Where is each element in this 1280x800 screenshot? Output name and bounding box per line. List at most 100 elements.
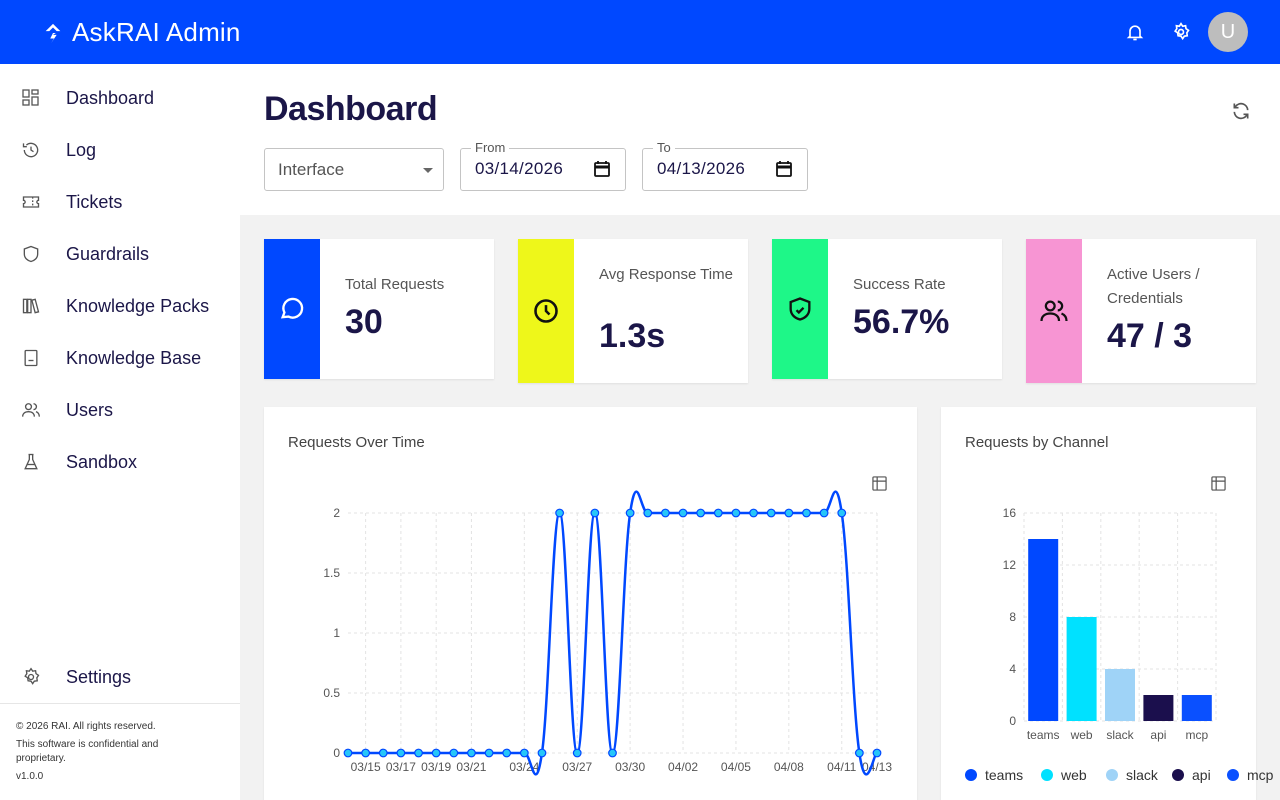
stat-title: Total Requests <box>345 276 445 293</box>
x-tick-label: 03/21 <box>456 760 486 774</box>
data-point <box>802 508 811 518</box>
notifications-bell-icon[interactable] <box>1123 20 1147 44</box>
ticket-icon <box>21 192 41 212</box>
x-tick-label: 04/11 <box>827 760 856 774</box>
clock-icon <box>534 299 558 323</box>
sidebar-item-settings[interactable]: Settings <box>0 651 240 703</box>
data-point <box>696 508 706 518</box>
chat-bubble-icon <box>280 297 304 319</box>
settings-gear-icon[interactable] <box>1169 20 1193 44</box>
legend-label: api <box>1192 767 1211 783</box>
x-tick-label: 04/08 <box>774 760 804 774</box>
stat-card-strip <box>772 239 828 379</box>
data-point <box>625 508 635 518</box>
x-tick-label: teams <box>1027 728 1060 742</box>
to-date-field[interactable]: To 04/13/2026 <box>642 140 808 191</box>
user-avatar[interactable]: U <box>1208 12 1248 52</box>
app-title: AskRAI Admin <box>72 17 241 47</box>
legend-marker-mcp <box>1227 769 1239 781</box>
from-date-value: 03/14/2026 <box>475 159 564 178</box>
data-point <box>661 508 670 518</box>
x-tick-label: mcp <box>1185 728 1208 742</box>
interface-select[interactable]: Interface <box>264 148 444 191</box>
legend-label: slack <box>1126 767 1159 783</box>
calendar-icon[interactable] <box>775 160 793 178</box>
bar-api <box>1143 695 1174 721</box>
page-title: Dashboard <box>264 90 438 128</box>
sidebar-item-tickets[interactable]: Tickets <box>0 176 240 228</box>
data-point <box>819 508 829 518</box>
table-view-icon[interactable] <box>872 476 888 492</box>
data-point <box>431 748 441 758</box>
data-point <box>678 508 688 518</box>
interface-select-value: Interface <box>278 160 345 179</box>
legend-label: web <box>1060 767 1087 783</box>
legend-marker-api <box>1172 769 1184 781</box>
sidebar-item-label: Knowledge Packs <box>66 295 210 316</box>
from-date-label: From <box>471 140 510 155</box>
flask-icon <box>21 452 41 472</box>
legend-marker-slack <box>1106 769 1118 781</box>
brand[interactable]: AskRAI Admin <box>42 17 241 48</box>
bar-slack <box>1105 669 1135 721</box>
legend-marker-web <box>1041 769 1053 781</box>
sidebar-item-guardrails[interactable]: Guardrails <box>0 228 240 280</box>
footer-version: v1.0.0 <box>16 771 44 782</box>
calendar-icon[interactable] <box>593 160 611 178</box>
shield-icon <box>21 244 41 264</box>
data-point <box>343 748 353 758</box>
data-point <box>713 508 723 518</box>
data-point <box>749 508 758 518</box>
y-tick-label: 2 <box>333 506 340 520</box>
legend-marker-teams <box>965 769 977 781</box>
stat-card-strip <box>518 239 574 383</box>
sidebar-item-label: Log <box>66 139 97 160</box>
chart-title: Requests Over Time <box>288 434 425 451</box>
x-tick-label: slack <box>1106 728 1134 742</box>
stat-card-avg-response-time: Avg Response Time 1.3s <box>518 239 748 383</box>
sidebar-item-label: Users <box>66 399 114 420</box>
y-tick-label: 1 <box>333 626 340 640</box>
sidebar: Dashboard Log Tickets Guardrails Knowled… <box>0 64 240 800</box>
to-date-value: 04/13/2026 <box>657 159 746 178</box>
x-tick-label: 04/05 <box>721 760 751 774</box>
refresh-icon[interactable] <box>1230 100 1252 122</box>
y-tick-label: 4 <box>1009 662 1016 676</box>
history-icon <box>21 140 41 160</box>
stat-title: Avg Response Time <box>599 266 733 283</box>
chart-title: Requests by Channel <box>965 434 1109 451</box>
y-tick-label: 0 <box>1009 714 1016 728</box>
footer-notice-line2: proprietary. <box>16 753 66 764</box>
data-point <box>519 748 529 758</box>
sidebar-item-users[interactable]: Users <box>0 384 240 436</box>
data-point <box>837 508 847 518</box>
data-point <box>555 508 565 518</box>
main-area: Dashboard Interface From 03/14/2026 To 0… <box>240 64 1280 800</box>
data-point <box>854 748 864 758</box>
stat-card-strip <box>264 239 320 379</box>
from-date-field[interactable]: From 03/14/2026 <box>460 140 626 191</box>
sidebar-item-knowledge-base[interactable]: Knowledge Base <box>0 332 240 384</box>
users-icon <box>21 400 41 420</box>
footer-notice-line1: This software is confidential and <box>16 739 159 750</box>
sidebar-item-log[interactable]: Log <box>0 124 240 176</box>
sidebar-item-sandbox[interactable]: Sandbox <box>0 436 240 488</box>
sidebar-item-dashboard[interactable]: Dashboard <box>0 72 240 124</box>
stat-title: Active Users / Credentials <box>1107 266 1200 307</box>
data-point <box>537 748 547 758</box>
legend-label: mcp <box>1247 767 1274 783</box>
sidebar-item-knowledge-packs[interactable]: Knowledge Packs <box>0 280 240 332</box>
x-tick-label: web <box>1070 728 1093 742</box>
requests-over-time-panel: Requests Over Time 0 0.5 1 1.5 2 03/15 03/17 03… <box>264 407 917 800</box>
footer-copyright: © 2026 RAI. All rights reserved. <box>16 721 156 732</box>
data-point <box>467 748 476 758</box>
sidebar-item-label: Sandbox <box>66 451 138 472</box>
x-tick-label: 03/27 <box>562 760 592 774</box>
data-point <box>361 748 371 758</box>
chevron-down-icon <box>423 168 433 173</box>
y-tick-label: 0.5 <box>323 686 340 700</box>
data-point <box>590 508 600 518</box>
data-point <box>572 748 582 758</box>
stat-title: Success Rate <box>853 276 946 293</box>
table-view-icon[interactable] <box>1211 476 1227 492</box>
